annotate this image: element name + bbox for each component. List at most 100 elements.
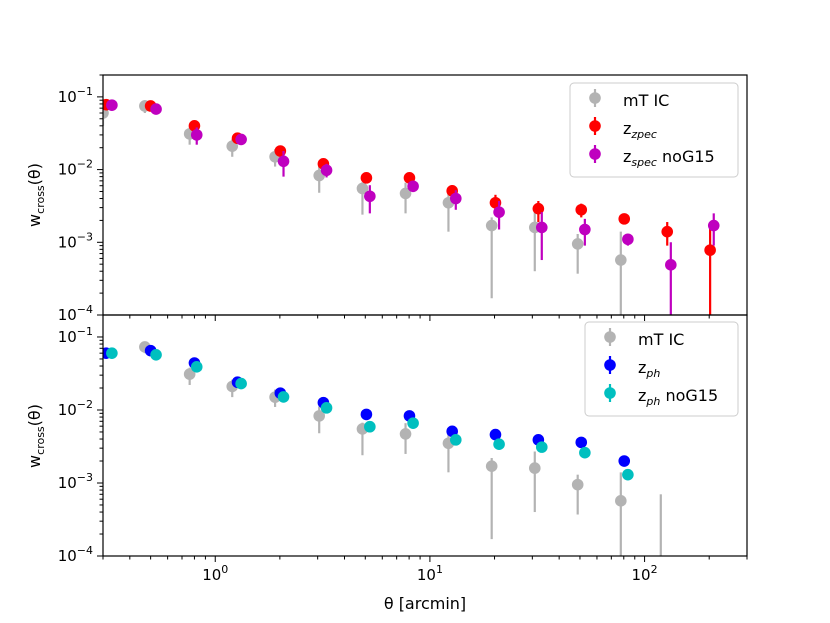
x-axis-label: θ [arcmin] xyxy=(384,594,466,613)
top-series-0 xyxy=(103,100,627,315)
bot-ytick-label-3: 10−1 xyxy=(58,325,93,346)
top-legend-marker-1 xyxy=(589,120,601,132)
bot-s2-point-4 xyxy=(277,391,290,403)
top-s2-point-8 xyxy=(449,192,462,205)
bot-s2-point-1 xyxy=(150,349,162,361)
bot-s1-point-6 xyxy=(360,408,373,421)
bottom-legend-label-0: mT IC xyxy=(638,330,684,349)
bot-s2-point-9 xyxy=(493,438,505,450)
bot-ticks xyxy=(97,314,748,562)
bot-xtick-label-2: 102 xyxy=(632,563,658,584)
top-s2-point-12 xyxy=(622,233,634,246)
bot-s2-point-6 xyxy=(364,420,376,433)
bot-xtick-label-1: 101 xyxy=(417,563,443,584)
tick-base: 10 xyxy=(58,161,77,179)
top-panel-data-marks xyxy=(103,98,720,315)
bottom-panel-data-marks xyxy=(103,341,662,556)
top-legend-markers xyxy=(589,89,601,163)
top-s0-point-12 xyxy=(615,254,627,266)
bot-s0-point-4 xyxy=(313,410,326,422)
tick-base: 10 xyxy=(632,566,651,584)
bot-legend-marker-2 xyxy=(604,387,616,399)
top-s0-point-6 xyxy=(356,182,369,195)
bot-s2-point-2 xyxy=(190,361,203,373)
tick-exponent: 2 xyxy=(651,563,658,576)
tick-base: 10 xyxy=(58,306,77,324)
top-legend-label-2: zspec noG15 xyxy=(623,147,715,169)
bot-s2-point-7 xyxy=(407,417,419,429)
top-ytick-label-3: 10−1 xyxy=(58,85,93,106)
top-s0-point-7 xyxy=(399,187,412,200)
tick-exponent: −2 xyxy=(77,158,93,171)
tick-exponent: −4 xyxy=(77,544,93,557)
bot-s2-point-10 xyxy=(535,441,548,453)
bot-s2-point-11 xyxy=(579,446,591,459)
top-s2-point-4 xyxy=(277,155,290,168)
top-s2-point-6 xyxy=(364,190,376,203)
top-s2-point-9 xyxy=(493,206,505,218)
bottom-legend-label-2: zph noG15 xyxy=(638,386,718,408)
top-panel: 10−410−310−210−1 wcross(θ) mT IC zzpec z… xyxy=(25,74,748,324)
tick-base: 10 xyxy=(202,566,221,584)
bot-s2-point-5 xyxy=(320,402,333,414)
bot-s0-point-9 xyxy=(528,462,541,474)
top-s2-point-13 xyxy=(665,259,677,271)
top-s2-point-5 xyxy=(320,164,333,177)
tick-exponent: −1 xyxy=(77,85,93,98)
tick-base: 10 xyxy=(58,474,77,492)
top-s1-point-12 xyxy=(618,213,631,225)
bot-clipped-marks xyxy=(103,341,662,556)
top-s2-point-14 xyxy=(707,219,720,232)
tick-exponent: −2 xyxy=(77,398,93,411)
top-s1-point-6 xyxy=(360,172,373,184)
bot-series-0 xyxy=(139,341,662,556)
bot-s2-point-0 xyxy=(106,347,118,359)
bot-legend-marker-0 xyxy=(604,331,616,343)
tick-base: 10 xyxy=(58,88,77,106)
top-legend-box xyxy=(569,82,739,178)
top-s2-point-3 xyxy=(235,133,247,146)
bot-ytick-label-0: 10−4 xyxy=(58,544,93,565)
bot-s0-point-6 xyxy=(399,428,412,440)
bot-s1-point-11 xyxy=(575,436,588,449)
tick-exponent: 0 xyxy=(221,563,228,576)
bot-s2-point-8 xyxy=(449,434,462,446)
tick-exponent: −4 xyxy=(77,303,93,316)
top-s2-point-10 xyxy=(535,221,548,234)
tick-base: 10 xyxy=(58,233,77,251)
tick-base: 10 xyxy=(58,401,77,419)
top-s2-point-0 xyxy=(106,99,118,111)
bot-legend-marker-1 xyxy=(604,359,616,371)
bot-s2-point-12 xyxy=(622,468,634,481)
top-s0-point-9 xyxy=(485,219,498,232)
top-s1-point-13 xyxy=(661,225,674,238)
top-s1-point-10 xyxy=(532,202,545,215)
tick-exponent: −3 xyxy=(77,471,93,484)
tick-base: 10 xyxy=(417,566,436,584)
top-s0-point-11 xyxy=(571,238,584,250)
top-legend-marker-2 xyxy=(589,148,601,160)
top-s1-point-11 xyxy=(575,203,588,216)
bottom-legend-label-1: zph xyxy=(638,358,660,380)
bottom-panel-frame xyxy=(102,314,748,557)
bot-xtick-label-0: 100 xyxy=(202,563,228,584)
top-s1-point-14 xyxy=(704,244,716,256)
top-s2-point-11 xyxy=(579,223,591,236)
tick-exponent: −3 xyxy=(77,230,93,243)
bot-s1-point-9 xyxy=(489,428,502,441)
bot-series-2 xyxy=(106,347,634,481)
top-legend-label-1: zzpec xyxy=(623,119,657,141)
bottom-legend-markers xyxy=(604,328,616,402)
top-ytick-label-1: 10−3 xyxy=(58,230,93,251)
tick-exponent: −1 xyxy=(77,325,93,338)
top-clipped-marks xyxy=(103,98,720,315)
tick-base: 10 xyxy=(58,547,77,565)
bot-ytick-label-1: 10−3 xyxy=(58,471,93,492)
bot-s0-point-11 xyxy=(615,495,627,507)
top-ytick-label-2: 10−2 xyxy=(58,158,93,179)
bottom-panel-y-axis-label: wcross(θ) xyxy=(25,404,47,468)
top-ytick-label-0: 10−4 xyxy=(58,303,93,324)
bot-s0-point-1 xyxy=(183,368,196,380)
